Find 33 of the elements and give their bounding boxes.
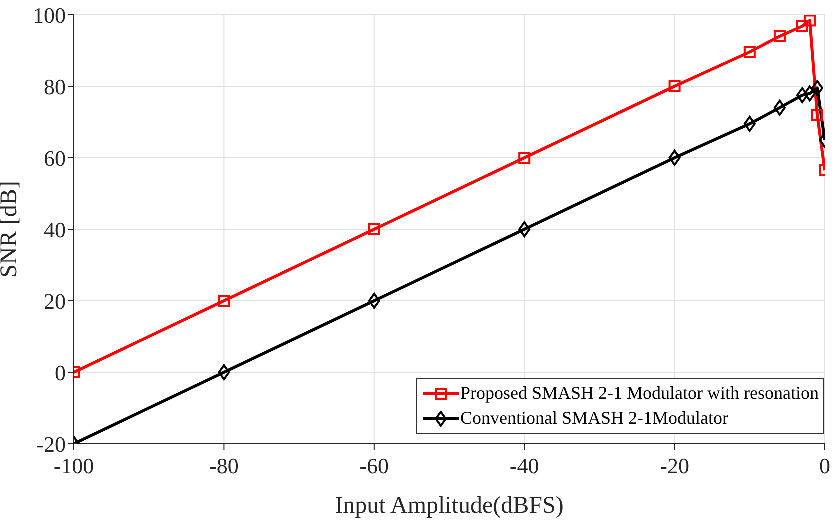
- point: [774, 30, 786, 42]
- y-tick-label: 0: [55, 360, 66, 386]
- point: [804, 15, 816, 27]
- point: [668, 80, 681, 92]
- y-tick-label: 40: [44, 217, 66, 242]
- legend-label: Conventional SMASH 2-1Modulator: [460, 407, 728, 430]
- y-axis-title: SNR [dB]: [0, 181, 23, 278]
- point: [811, 109, 824, 122]
- point: [804, 86, 816, 102]
- x-tick-label: -60: [360, 454, 390, 479]
- y-tick-label: 100: [33, 2, 66, 28]
- point: [218, 364, 230, 380]
- point: [518, 152, 531, 164]
- point: [368, 293, 380, 309]
- y-tick-label: 60: [44, 146, 66, 171]
- x-tick-label: -20: [660, 454, 690, 479]
- legend-label: Proposed SMASH 2-1 Modulator with resonation: [460, 382, 819, 405]
- point: [774, 100, 786, 116]
- x-tick-label: -40: [510, 454, 540, 479]
- x-tick-label: -80: [210, 454, 239, 479]
- point: [796, 87, 808, 104]
- point: [744, 46, 756, 58]
- y-tick-label: 80: [44, 74, 66, 100]
- y-tick-label: 20: [44, 288, 66, 314]
- point: [518, 222, 531, 238]
- point: [796, 20, 808, 32]
- point: [218, 295, 230, 307]
- point: [368, 224, 380, 236]
- point: [668, 150, 681, 166]
- point: [811, 80, 824, 96]
- point: [744, 116, 756, 132]
- x-axis-title: Input Amplitude(dBFS): [335, 493, 564, 519]
- x-tick-label: 0: [820, 454, 830, 479]
